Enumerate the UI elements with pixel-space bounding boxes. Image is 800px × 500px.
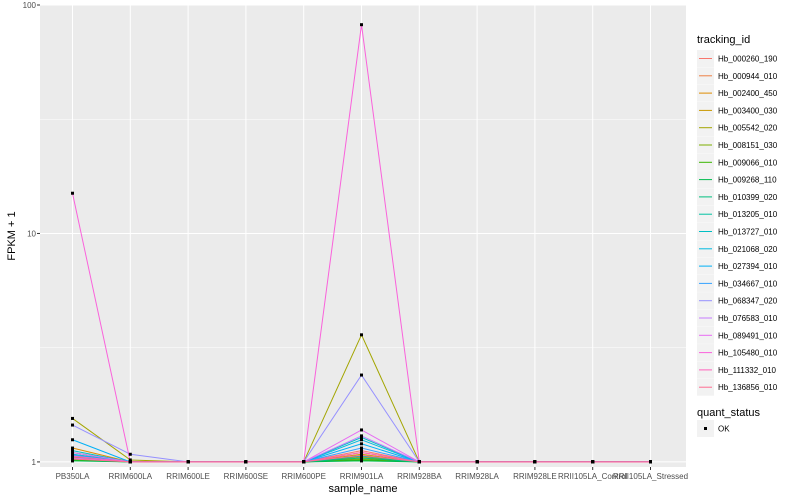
legend-label: Hb_002400_450 — [718, 89, 778, 98]
legend-label: Hb_013205_010 — [718, 210, 778, 219]
legend-label: Hb_021068_020 — [718, 245, 778, 254]
data-point — [360, 434, 363, 438]
x-tick-label: RRIM928LA — [455, 472, 499, 481]
data-point — [360, 450, 363, 454]
data-points — [71, 23, 652, 464]
legend-label: Hb_000260_190 — [718, 55, 778, 64]
data-point — [71, 446, 74, 450]
data-point — [302, 460, 306, 464]
legend-label: Hb_009066_010 — [718, 158, 778, 167]
data-point — [360, 442, 363, 446]
data-point — [128, 460, 132, 464]
legend-label: Hb_034667_010 — [718, 279, 778, 288]
data-point — [360, 438, 363, 442]
x-tick-label: RRIM600SE — [224, 472, 268, 481]
data-point — [649, 460, 652, 464]
data-point — [244, 460, 248, 464]
data-point — [360, 428, 363, 432]
y-tick-label: 1 — [32, 458, 37, 467]
y-axis: 1 10 100 — [23, 1, 40, 467]
x-tick-label: RRII105LA_Stressed — [613, 472, 688, 481]
legend-label: Hb_013727_010 — [718, 228, 778, 237]
legend-label: Hb_000944_010 — [718, 72, 778, 81]
legend-title-quant-status: quant_status — [697, 407, 760, 419]
x-tick-label: RRIM600LA — [109, 472, 153, 481]
legend-quant-status: quant_status OK — [697, 407, 760, 437]
data-point — [360, 435, 363, 439]
data-point — [71, 459, 74, 463]
data-point — [360, 373, 363, 377]
data-point — [71, 438, 74, 442]
legend-label: Hb_105480_010 — [718, 349, 778, 358]
legend-label: Hb_010399_020 — [718, 193, 778, 202]
legend-label: Hb_089491_010 — [718, 331, 778, 340]
data-point — [128, 458, 132, 462]
data-point — [533, 460, 537, 464]
legend-label: Hb_008151_030 — [718, 141, 778, 150]
legend-label: Hb_068347_020 — [718, 297, 778, 306]
legend-label: Hb_003400_030 — [718, 106, 778, 115]
x-tick-label: RRIM600PE — [281, 472, 325, 481]
major-gridlines — [40, 4, 686, 467]
data-point — [360, 456, 363, 460]
y-tick-label: 100 — [23, 1, 37, 10]
data-point — [360, 449, 363, 453]
data-point — [417, 460, 421, 464]
data-point — [71, 454, 74, 458]
data-point — [360, 453, 363, 457]
x-tick-label: RRIM901LA — [340, 472, 384, 481]
legend-label: Hb_005542_020 — [718, 124, 778, 133]
data-point — [360, 333, 363, 337]
legend-tracking-id: tracking_id Hb_000260_190 Hb_000944_010 Hb… — [697, 34, 778, 396]
data-point — [71, 457, 74, 461]
x-axis: PB350LA RRIM600LA RRIM600LE RRIM600SE RRIM60… — [56, 467, 688, 481]
minor-gridlines — [40, 118, 686, 348]
x-axis-title: sample_name — [328, 483, 397, 495]
data-point — [360, 23, 363, 27]
data-point — [186, 460, 190, 464]
y-axis-title: FPKM + 1 — [6, 211, 18, 260]
legend-label: Hb_136856_010 — [718, 383, 778, 392]
data-point — [128, 452, 132, 456]
x-tick-label: PB350LA — [56, 472, 90, 481]
data-point — [475, 460, 479, 464]
legend-label: Hb_111332_010 — [718, 366, 777, 375]
data-point — [71, 450, 74, 454]
legend-label-ok: OK — [718, 425, 730, 434]
plot-panel — [40, 5, 686, 467]
x-tick-label: RRIM600LE — [166, 472, 210, 481]
data-point — [71, 423, 74, 427]
legend-key-square — [704, 427, 707, 430]
x-tick-label: RRII105LA_Control — [558, 472, 628, 481]
y-tick-label: 10 — [27, 229, 36, 238]
data-point — [591, 460, 595, 464]
data-point — [360, 446, 363, 450]
data-point — [71, 449, 74, 453]
data-point — [71, 191, 74, 195]
legend-label: Hb_009268_110 — [718, 176, 777, 185]
data-point — [360, 459, 363, 463]
legend-label: Hb_027394_010 — [718, 262, 778, 271]
x-tick-label: RRIM928LE — [513, 472, 557, 481]
data-point — [71, 416, 74, 420]
legend-title-tracking-id: tracking_id — [697, 34, 750, 46]
legend-label: Hb_076583_010 — [718, 314, 778, 323]
x-tick-label: RRIM928BA — [397, 472, 442, 481]
